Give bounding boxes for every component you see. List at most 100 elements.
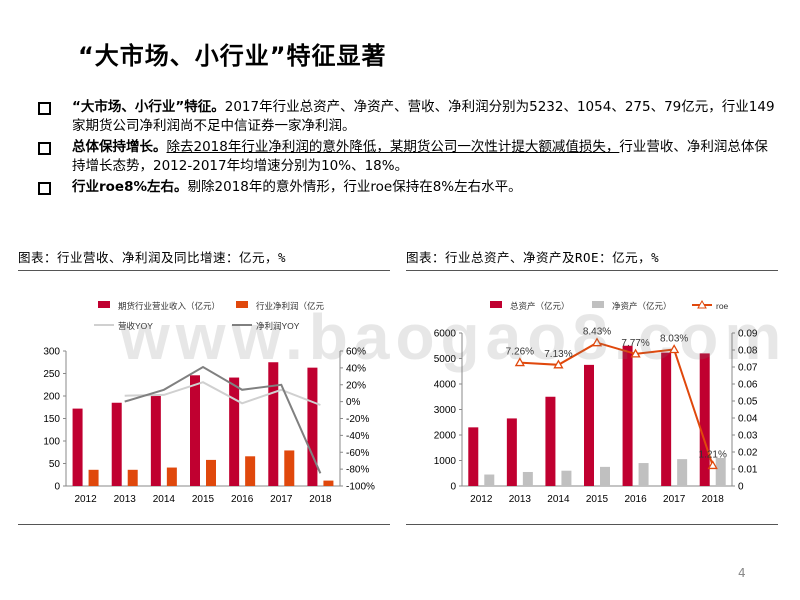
bar [561,470,572,486]
bar [307,367,318,486]
y-tick-label-left: 250 [43,369,60,380]
bullet-heading: “大市场、小行业”特征。 [72,99,225,115]
bar [545,396,556,486]
legend-label: roe [716,301,729,311]
data-label: 7.77% [621,338,649,349]
data-label: 7.13% [544,349,572,360]
bar [127,469,138,486]
data-label: 8.03% [660,333,688,344]
bar [268,362,279,486]
bullet-item-roe: 行业roe8%左右。剔除2018年的意外情形，行业roe保持在8%左右水平。 [36,178,776,197]
bullet-heading: 行业roe8%左右。 [72,179,188,195]
bar [622,345,633,486]
y-tick-label-right: 0.02 [738,448,758,459]
bar [661,352,672,486]
bar [600,466,610,486]
data-label: 8.43% [583,327,611,338]
y-tick-label-right: 0.04 [738,414,758,425]
y-tick-label-left: 3000 [434,405,457,416]
bar [111,402,122,486]
y-tick-label-right: -60% [346,448,369,459]
x-tick-label: 2015 [192,494,215,505]
y-tick-label-right: 0.09 [738,329,758,340]
right-chart-caption: 图表：行业总资产、净资产及ROE：亿元，% [406,246,778,271]
left-bottom-divider [18,524,390,525]
y-tick-label-left: 0 [450,482,456,493]
legend-label: 营收YOY [118,321,153,331]
bar [206,459,216,486]
legend-label: 行业净利润（亿元 [256,301,325,311]
bar [584,364,594,486]
x-tick-label: 2017 [270,494,293,505]
y-tick-label-right: 0 [738,482,744,493]
y-tick-label-left: 200 [43,392,60,403]
y-tick-label-left: 4000 [434,380,457,391]
bar [699,353,710,486]
bar [506,418,517,486]
roe-marker [514,357,525,367]
roe-marker [707,460,718,470]
series-line [124,365,322,474]
roe-marker [553,359,564,369]
legend-swatch [98,301,110,308]
x-tick-label: 2013 [114,494,137,505]
bar [468,427,479,486]
slide-title: “大市场、小行业”特征显著 [78,42,387,70]
x-tick-label: 2013 [509,494,532,505]
y-tick-label-left: 50 [49,459,61,470]
legend-label: 期货行业营业收入（亿元） [118,301,220,311]
y-tick-label-right: 0.05 [738,397,758,408]
bar [72,408,83,486]
y-tick-label-left: 0 [54,482,60,493]
assets-roe-chart: 6000 5000 4000 3000 2000 1000 0 0.09 0.08 0.07 0.0… [434,299,758,505]
data-label: 1.21% [699,449,727,460]
bullet-text: 剔除2018年的意外情形，行业roe保持在8%左右水平。 [187,179,522,195]
bar [715,457,726,486]
bar [88,469,99,486]
legend-swatch [592,301,604,308]
y-tick-label-left: 5000 [434,354,457,365]
bar [484,474,495,486]
y-tick-label-right: 0.01 [738,465,758,476]
bar [190,375,200,486]
watermark: www.baogao8.com [120,301,788,373]
x-tick-label: 2018 [702,494,725,505]
bullet-list: “大市场、小行业”特征。2017年行业总资产、净资产、营收、净利润分别为5232… [36,98,776,199]
revenue-profit-chart: 300 250 200 150 100 50 0 60% 40% 20% 0% -20% -40% -60… [43,301,375,505]
bar [522,471,533,486]
y-tick-label-right: -80% [346,465,369,476]
series-line [124,381,321,406]
square-bullet-icon [38,102,51,115]
bullet-text: 行业营收、净利润总体保持增长态势，2012-2017年均增速分别为10%、18%… [72,139,768,174]
y-tick-label-left: 300 [43,347,60,358]
bar [323,480,334,486]
bar [229,377,240,486]
x-tick-label: 2012 [74,494,97,505]
y-tick-label-left: 2000 [434,431,457,442]
y-tick-label-right: 0.03 [738,431,758,442]
y-tick-label-right: 0% [346,397,361,408]
right-bottom-divider [406,524,778,525]
x-tick-label: 2014 [153,494,176,505]
bar [638,463,649,486]
legend-marker [697,299,707,309]
square-bullet-icon [38,142,51,155]
y-tick-label-right: 0.07 [738,363,758,374]
legend-label: 净利润YOY [256,321,300,331]
roe-marker [669,344,680,354]
bullet-heading: 总体保持增长。 [72,139,167,155]
page-number: 4 [738,566,746,580]
bar [677,459,688,486]
data-label: 7.26% [506,347,534,358]
bullet-item-market: “大市场、小行业”特征。2017年行业总资产、净资产、营收、净利润分别为5232… [36,98,776,136]
y-tick-label-right: 0.08 [738,346,758,357]
left-chart-caption: 图表：行业营收、净利润及同比增速：亿元，% [18,246,390,271]
bullet-underlined-text: 除去2018年行业净利润的意外降低，某期货公司一次性计提大额减值损失， [166,139,620,155]
legend-label: 总资产（亿元） [510,301,570,311]
bullet-item-growth: 总体保持增长。除去2018年行业净利润的意外降低，某期货公司一次性计提大额减值损… [36,138,776,176]
roe-marker [591,337,603,347]
bullet-text: 2017年行业总资产、净资产、营收、净利润分别为5232、1054、275、79… [72,99,775,134]
legend-swatch [490,301,502,308]
x-tick-label: 2018 [309,494,332,505]
y-tick-label-right: 40% [346,363,366,374]
